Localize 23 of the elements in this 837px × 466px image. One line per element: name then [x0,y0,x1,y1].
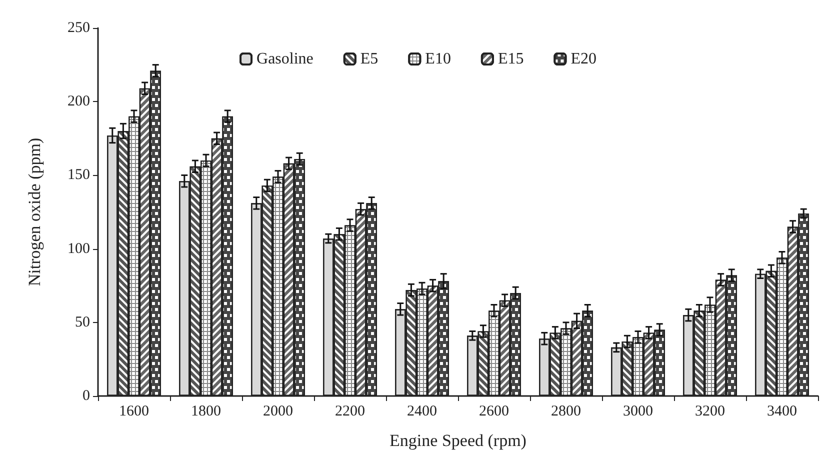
x-tick-label: 3400 [767,404,797,420]
x-tick-label: 3000 [623,404,653,420]
y-axis-title: Nitrogen oxide (ppm) [25,138,44,286]
x-tick-label: 1600 [119,404,149,420]
y-tick-label: 100 [68,240,90,257]
legend-label: E5 [360,50,378,68]
y-tick-label: 250 [68,20,90,36]
x-tick-label: 2000 [263,404,293,420]
legend-label: E10 [425,50,451,68]
y-tick-label: 0 [82,388,90,404]
y-tick-label: 200 [68,94,90,110]
y-tick-label: 50 [75,314,90,330]
x-tick-label: 1800 [191,404,221,420]
legend-label: E15 [498,50,524,68]
x-tick-label: 2200 [335,404,365,420]
x-tick-label: 2800 [551,404,581,420]
legend-label: Gasoline [256,50,314,68]
legend-label: E20 [570,50,596,68]
x-tick-label: 3200 [695,404,725,420]
x-tick-label: 2600 [479,404,509,420]
x-axis-title: Engine Speed (rpm) [390,431,526,450]
y-tick-label: 150 [68,167,90,184]
x-tick-label: 2400 [407,404,437,420]
